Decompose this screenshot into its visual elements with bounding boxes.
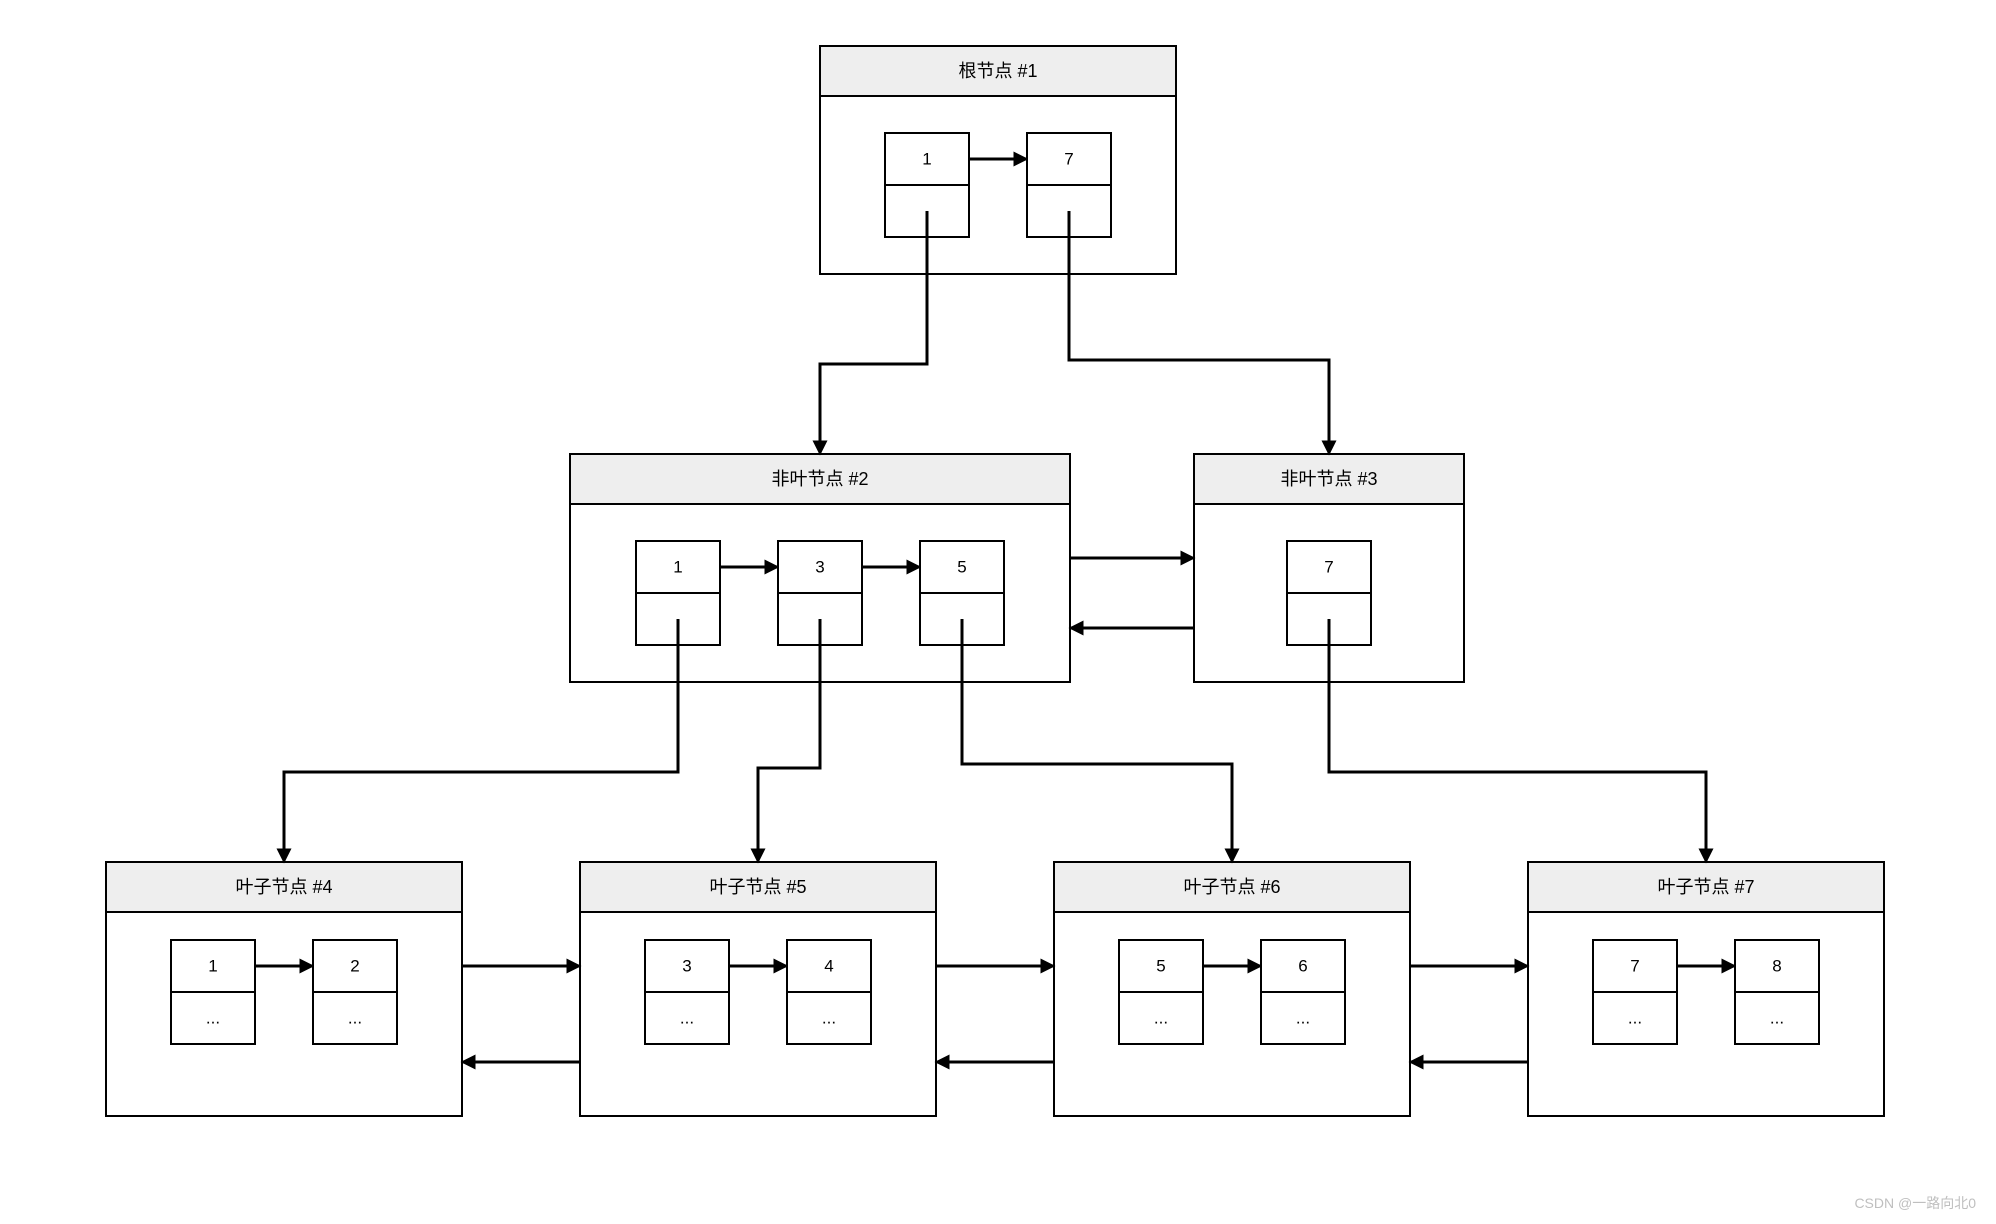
node-title: 非叶节点 #3: [1280, 469, 1377, 489]
ptr-value: ...: [206, 1008, 220, 1027]
key-value: 5: [957, 557, 966, 576]
key-value: 5: [1156, 956, 1165, 975]
key-value: 7: [1630, 956, 1639, 975]
diagram-canvas: 根节点 #1 1 7 非叶节点 #2 1 3 5 非叶节点 #3 7 叶子节点 #4 1... 2..…: [0, 0, 1996, 1224]
node-title: 叶子节点 #4: [235, 877, 332, 897]
node-title: 根节点 #1: [958, 61, 1037, 81]
key-value: 1: [208, 956, 217, 975]
tree-node: 叶子节点 #7 7... 8...: [1528, 862, 1884, 1116]
key-value: 4: [824, 956, 833, 975]
ptr-value: ...: [1770, 1008, 1784, 1027]
key-value: 8: [1772, 956, 1781, 975]
key-value: 6: [1298, 956, 1307, 975]
ptr-value: ...: [1628, 1008, 1642, 1027]
ptr-value: ...: [1296, 1008, 1310, 1027]
ptr-value: ...: [680, 1008, 694, 1027]
key-value: 7: [1064, 149, 1073, 168]
tree-node: 叶子节点 #6 5... 6...: [1054, 862, 1410, 1116]
ptr-value: ...: [1154, 1008, 1168, 1027]
key-value: 2: [350, 956, 359, 975]
node-title: 叶子节点 #7: [1657, 877, 1754, 897]
ptr-value: ...: [822, 1008, 836, 1027]
key-value: 3: [682, 956, 691, 975]
key-value: 1: [673, 557, 682, 576]
watermark-text: CSDN @一路向北0: [1854, 1195, 1976, 1211]
tree-node: 叶子节点 #4 1... 2...: [106, 862, 462, 1116]
key-value: 3: [815, 557, 824, 576]
ptr-value: ...: [348, 1008, 362, 1027]
node-title: 非叶节点 #2: [771, 469, 868, 489]
node-title: 叶子节点 #5: [709, 877, 806, 897]
node-title: 叶子节点 #6: [1183, 877, 1280, 897]
tree-node: 根节点 #1 1 7: [820, 46, 1176, 274]
key-value: 7: [1324, 557, 1333, 576]
key-value: 1: [922, 149, 931, 168]
tree-node: 叶子节点 #5 3... 4...: [580, 862, 936, 1116]
